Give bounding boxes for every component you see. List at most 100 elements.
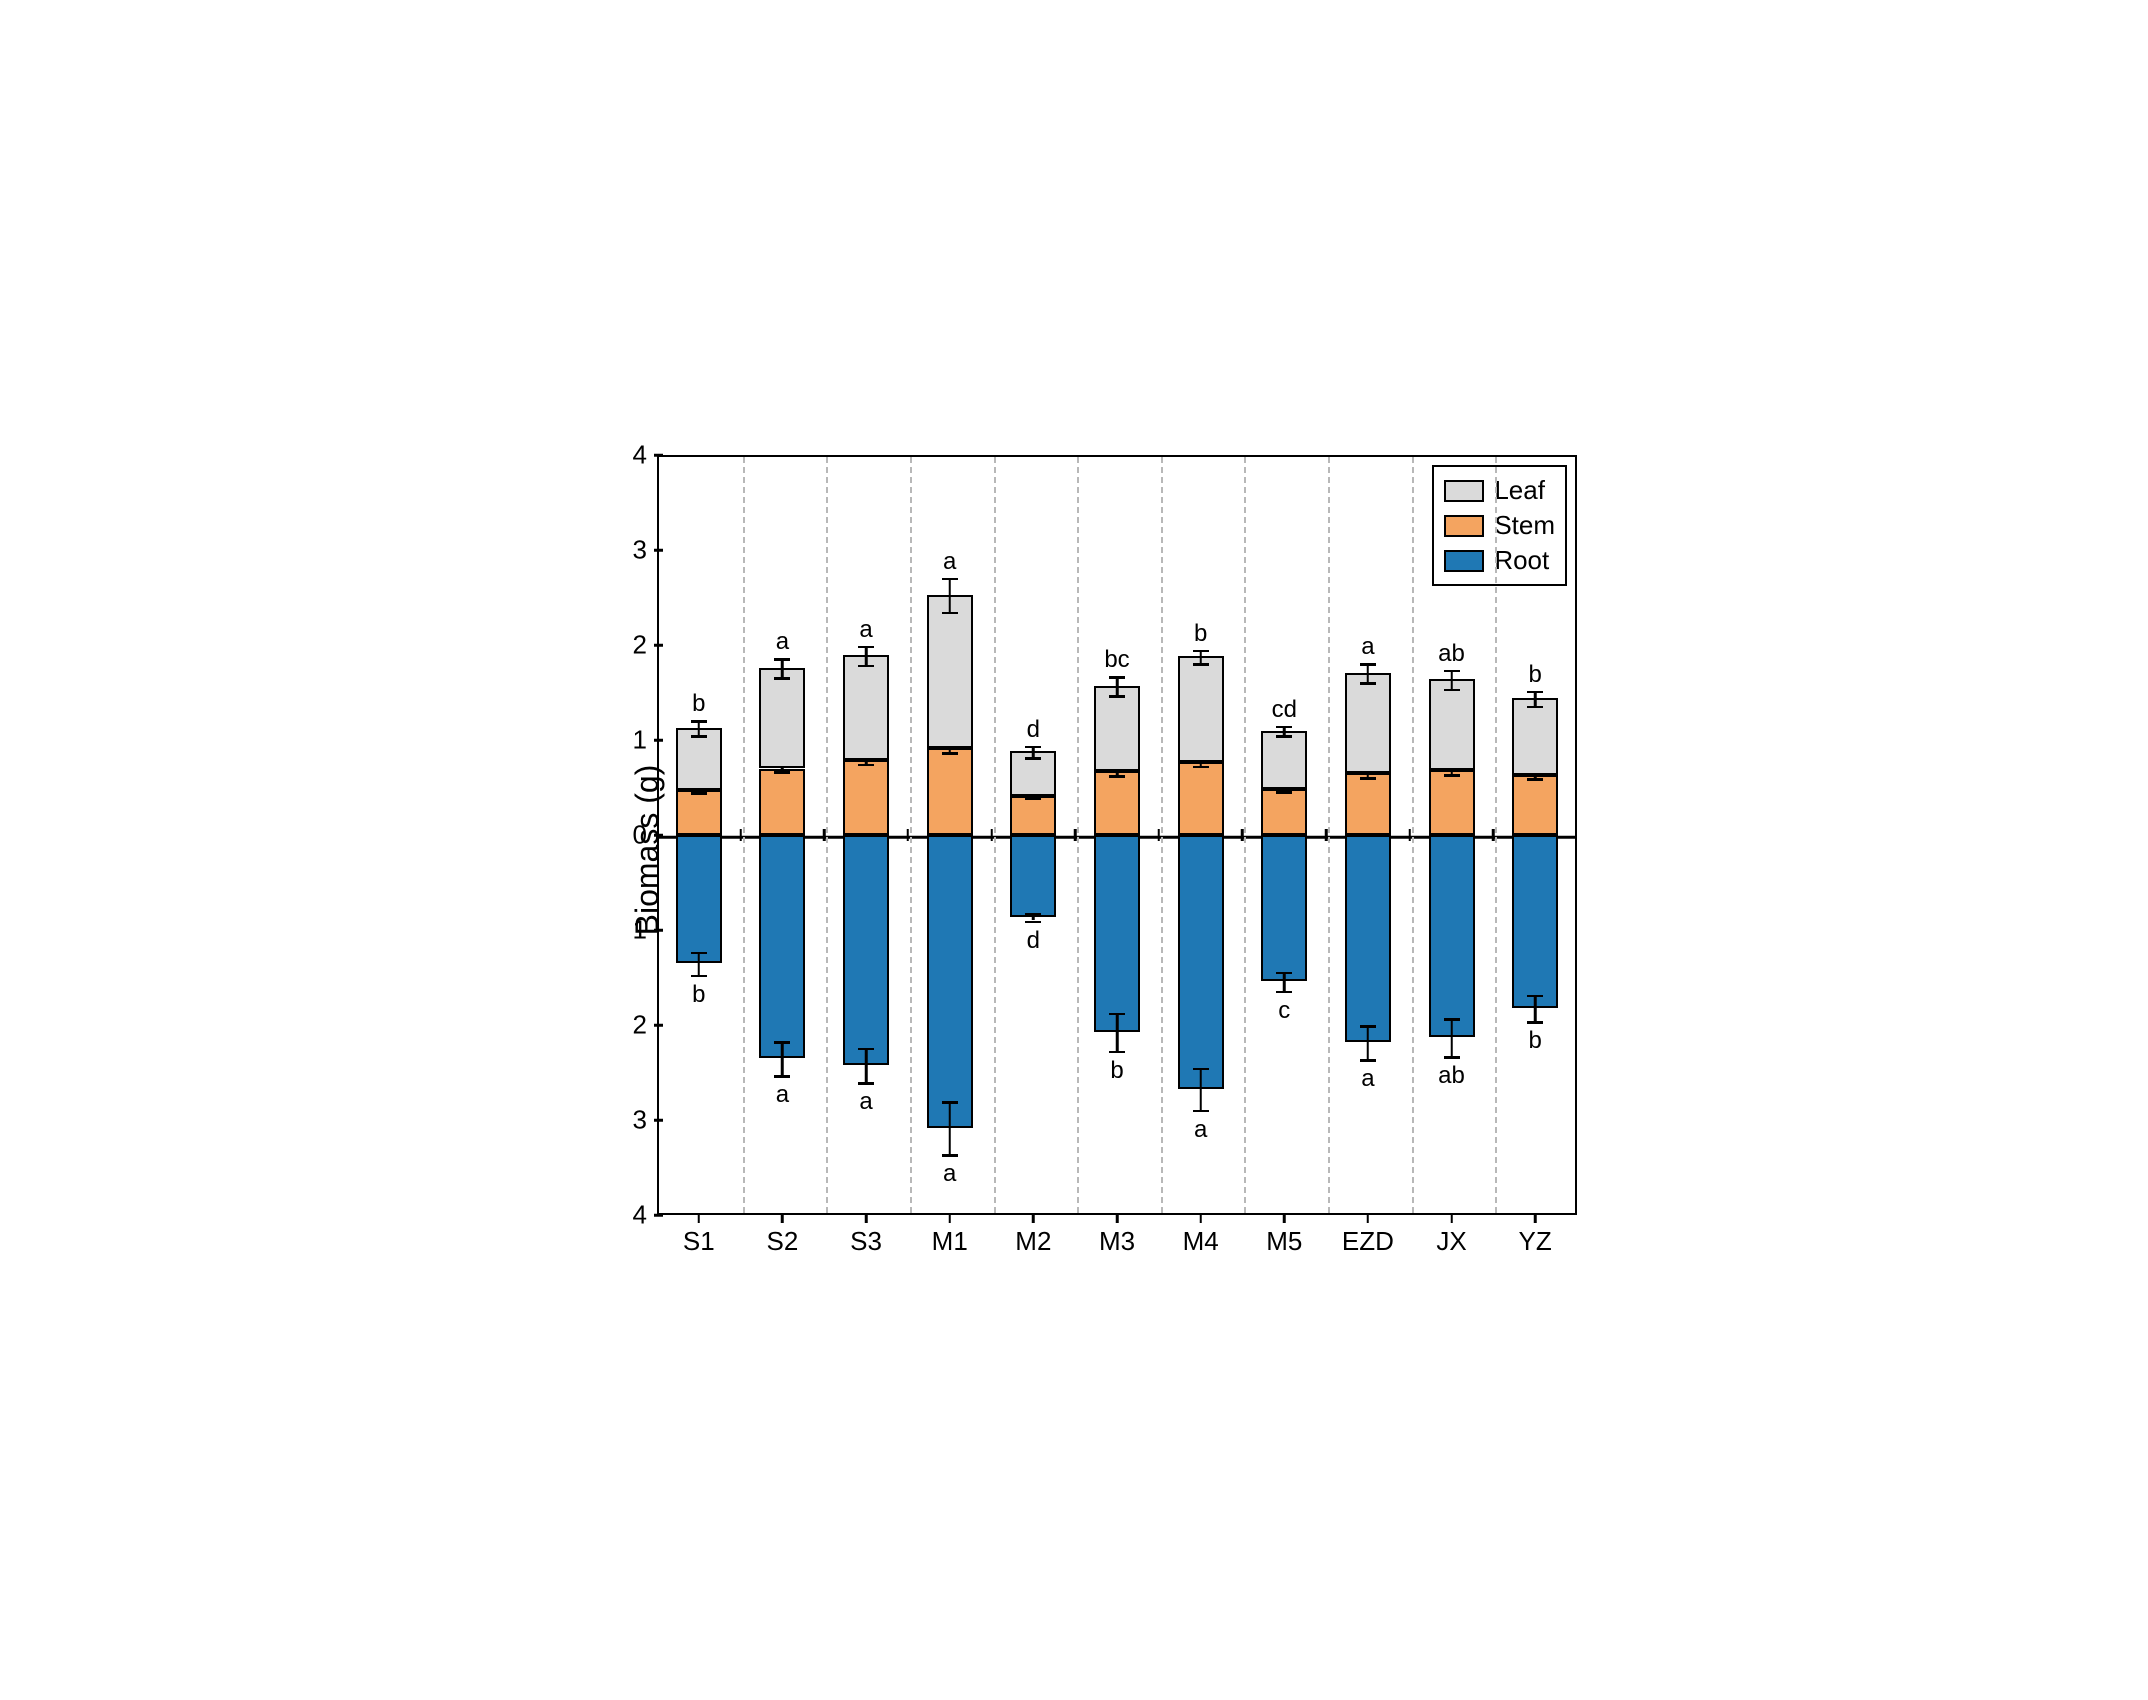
bar-root (1345, 835, 1391, 1042)
axis-tick-mark (823, 829, 826, 841)
error-bar (1450, 670, 1453, 689)
bar-stem (759, 769, 805, 836)
bar-leaf (1429, 679, 1475, 770)
legend-label: Leaf (1494, 475, 1545, 506)
legend-row-leaf: Leaf (1444, 473, 1555, 508)
x-tick-label: M4 (1183, 1226, 1219, 1257)
grid-line-vertical (994, 457, 996, 1213)
error-bar (781, 1041, 784, 1075)
bar-leaf (1178, 656, 1224, 761)
error-cap (858, 1048, 874, 1051)
significance-label: b (692, 981, 705, 1009)
error-bar (1116, 1013, 1119, 1051)
error-cap (1025, 798, 1041, 801)
error-cap (1527, 778, 1543, 781)
error-cap (942, 752, 958, 755)
x-tick-mark (1367, 1215, 1370, 1223)
error-bar (1283, 972, 1286, 991)
error-cap (858, 1082, 874, 1085)
y-tick-label: 1 (612, 725, 647, 756)
x-tick-label: EZD (1342, 1226, 1394, 1257)
y-tick-mark (654, 1119, 663, 1122)
error-cap (1360, 682, 1376, 685)
significance-label: a (859, 1088, 872, 1116)
axis-tick-mark (1074, 829, 1077, 841)
error-cap (774, 677, 790, 680)
error-cap (1193, 663, 1209, 666)
error-cap (1527, 706, 1543, 709)
axis-tick-mark (1241, 829, 1244, 841)
grid-line-vertical (1161, 457, 1163, 1213)
error-bar (1367, 1025, 1370, 1059)
bar-root (1010, 835, 1056, 917)
error-cap (858, 764, 874, 767)
error-cap (1193, 1068, 1209, 1071)
error-cap (1360, 1059, 1376, 1062)
error-cap (1444, 1018, 1460, 1021)
x-tick-mark (948, 1215, 951, 1223)
error-cap (942, 578, 958, 581)
bar-stem (1512, 775, 1558, 835)
bar-stem (1178, 762, 1224, 835)
significance-label: ab (1438, 640, 1465, 668)
x-tick-mark (1534, 1215, 1537, 1223)
bar-stem (1010, 796, 1056, 835)
grid-line-vertical (743, 457, 745, 1213)
y-tick-mark (654, 454, 663, 457)
y-tick-mark (654, 929, 663, 932)
bar-stem (1345, 773, 1391, 835)
x-tick-label: M5 (1266, 1226, 1302, 1257)
significance-label: b (1528, 1027, 1541, 1055)
significance-label: bc (1104, 646, 1129, 674)
x-tick-label: M2 (1015, 1226, 1051, 1257)
bar-stem (1429, 770, 1475, 835)
error-cap (691, 975, 707, 978)
error-cap (1360, 1025, 1376, 1028)
y-tick-label: 2 (612, 630, 647, 661)
x-tick-mark (1032, 1215, 1035, 1223)
bar-root (927, 835, 973, 1128)
significance-label: d (1027, 927, 1040, 955)
x-tick-mark (1199, 1215, 1202, 1223)
bar-root (1094, 835, 1140, 1032)
error-cap (774, 771, 790, 774)
error-cap (1527, 1021, 1543, 1024)
significance-label: a (1361, 1065, 1374, 1093)
y-tick-label: 4 (612, 1200, 647, 1231)
bar-root (1178, 835, 1224, 1089)
x-tick-label: M3 (1099, 1226, 1135, 1257)
x-tick-label: S1 (683, 1226, 715, 1257)
axis-tick-mark (907, 829, 910, 841)
significance-label: a (1194, 1116, 1207, 1144)
error-bar (781, 658, 784, 677)
error-cap (1025, 746, 1041, 749)
x-tick-label: S3 (850, 1226, 882, 1257)
error-bar (1116, 676, 1119, 695)
significance-label: a (943, 1160, 956, 1188)
legend-swatch-root (1444, 550, 1484, 572)
significance-label: cd (1272, 696, 1297, 724)
axis-tick-mark (1325, 829, 1328, 841)
legend-swatch-stem (1444, 515, 1484, 537)
significance-label: b (1110, 1057, 1123, 1085)
error-cap (691, 735, 707, 738)
bar-root (1261, 835, 1307, 981)
significance-label: a (1361, 633, 1374, 661)
significance-label: a (776, 1081, 789, 1109)
bar-leaf (843, 655, 889, 760)
bar-leaf (1261, 731, 1307, 790)
error-bar (948, 578, 951, 612)
error-cap (1025, 757, 1041, 760)
grid-line-vertical (1244, 457, 1246, 1213)
axis-tick-mark (990, 829, 993, 841)
legend: Leaf Stem Root (1432, 465, 1567, 586)
error-cap (1276, 726, 1292, 729)
error-cap (858, 646, 874, 649)
y-tick-label: 2 (612, 1010, 647, 1041)
error-cap (1109, 695, 1125, 698)
legend-swatch-leaf (1444, 480, 1484, 502)
error-bar (698, 952, 701, 975)
x-tick-label: M1 (932, 1226, 968, 1257)
bar-stem (927, 748, 973, 835)
x-tick-mark (865, 1215, 868, 1223)
